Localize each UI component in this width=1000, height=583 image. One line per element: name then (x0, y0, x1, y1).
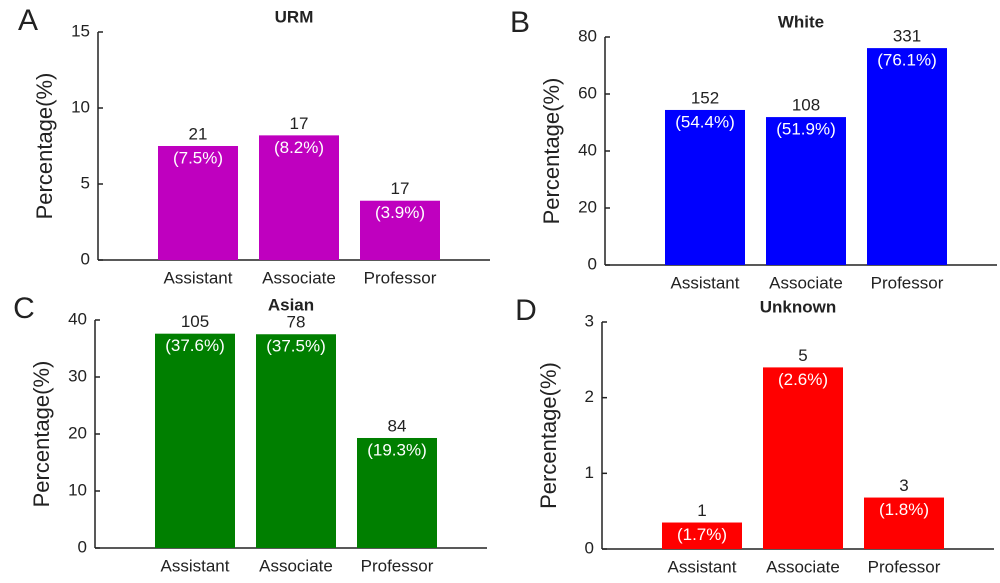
share-label: (54.4%) (675, 112, 735, 131)
bar (357, 437, 437, 548)
share-label: (37.6%) (165, 336, 225, 355)
count-label: 105 (181, 312, 209, 331)
chart-title: Asian (268, 295, 314, 314)
y-axis-label: Percentage(%) (29, 361, 54, 508)
y-tick-label: 15 (71, 21, 90, 40)
y-tick-label: 20 (68, 423, 87, 442)
y-tick-label: 2 (585, 387, 594, 406)
count-label: 17 (391, 179, 410, 198)
share-label: (76.1%) (877, 51, 937, 70)
chart-title: URM (275, 7, 314, 26)
y-tick-label: 0 (81, 249, 90, 268)
bar (867, 48, 947, 265)
count-label: 5 (798, 346, 807, 365)
panel-label: D (515, 294, 537, 327)
bar (665, 109, 745, 266)
y-axis-label: Percentage(%) (32, 73, 57, 220)
share-label: (2.6%) (778, 370, 828, 389)
y-tick-label: 60 (578, 83, 597, 102)
x-tick-label: Professor (364, 268, 437, 287)
count-label: 108 (792, 96, 820, 115)
bar (158, 146, 238, 260)
panel-label: C (13, 292, 35, 325)
count-label: 331 (893, 27, 921, 46)
bar (360, 200, 440, 260)
share-label: (1.8%) (879, 500, 929, 519)
count-label: 84 (388, 416, 407, 435)
x-tick-label: Assistant (668, 557, 737, 576)
count-label: 152 (691, 88, 719, 107)
x-tick-label: Professor (868, 557, 941, 576)
share-label: (8.2%) (274, 138, 324, 157)
panel-label: B (510, 6, 530, 39)
y-axis-label: Percentage(%) (539, 78, 564, 225)
chart-title: White (778, 12, 824, 31)
bar (766, 117, 846, 266)
x-tick-label: Assistant (164, 268, 233, 287)
share-label: (7.5%) (173, 148, 223, 167)
x-tick-label: Associate (769, 273, 843, 292)
x-tick-label: Associate (262, 268, 336, 287)
y-tick-label: 20 (578, 197, 597, 216)
y-tick-label: 1 (585, 463, 594, 482)
y-tick-label: 0 (585, 538, 594, 557)
count-label: 21 (189, 124, 208, 143)
x-tick-label: Professor (361, 556, 434, 575)
y-tick-label: 3 (585, 311, 594, 330)
y-tick-label: 0 (588, 254, 597, 273)
y-tick-label: 40 (68, 309, 87, 328)
panel-label: A (18, 4, 38, 37)
share-label: (51.9%) (776, 120, 836, 139)
y-axis-label: Percentage(%) (536, 362, 561, 509)
count-label: 78 (287, 313, 306, 332)
share-label: (37.5%) (266, 337, 326, 356)
x-tick-label: Associate (766, 557, 840, 576)
y-tick-label: 10 (71, 97, 90, 116)
bar (155, 333, 235, 548)
y-tick-label: 80 (578, 26, 597, 45)
count-label: 3 (899, 476, 908, 495)
y-tick-label: 40 (578, 140, 597, 159)
share-label: (19.3%) (367, 440, 427, 459)
bar (256, 334, 336, 548)
share-label: (3.9%) (375, 203, 425, 222)
bar (864, 497, 944, 549)
count-label: 1 (697, 501, 706, 520)
bar (763, 367, 843, 549)
y-tick-label: 5 (81, 173, 90, 192)
count-label: 17 (290, 114, 309, 133)
x-tick-label: Assistant (161, 556, 230, 575)
bar (259, 135, 339, 260)
y-tick-label: 30 (68, 366, 87, 385)
y-tick-label: 10 (68, 480, 87, 499)
y-tick-label: 0 (78, 537, 87, 556)
chart-title: Unknown (760, 297, 837, 316)
share-label: (1.7%) (677, 525, 727, 544)
x-tick-label: Professor (871, 273, 944, 292)
x-tick-label: Assistant (671, 273, 740, 292)
bar (662, 522, 742, 549)
x-tick-label: Associate (259, 556, 333, 575)
